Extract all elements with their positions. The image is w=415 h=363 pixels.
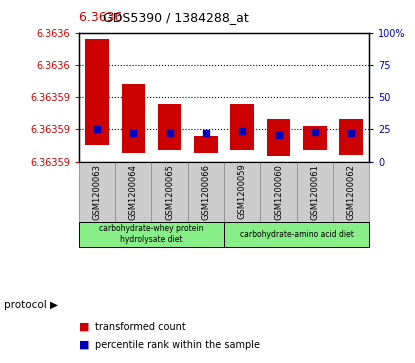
Bar (79, 162, 115, 221)
Bar (85, 39, 109, 145)
Bar (224, 162, 261, 221)
Text: transformed count: transformed count (95, 322, 186, 332)
Bar (303, 126, 327, 150)
Text: protocol ▶: protocol ▶ (4, 300, 58, 310)
Bar (188, 162, 224, 221)
Bar (151, 162, 188, 221)
Bar (261, 162, 297, 221)
Bar (115, 162, 151, 221)
Bar (339, 119, 363, 155)
Text: 6.3636: 6.3636 (79, 11, 126, 24)
Bar (333, 162, 369, 221)
Text: GSM1200066: GSM1200066 (201, 164, 210, 220)
Bar (122, 84, 145, 152)
Text: GSM1200059: GSM1200059 (238, 164, 247, 220)
Text: GSM1200061: GSM1200061 (310, 164, 320, 220)
Text: GSM1200065: GSM1200065 (165, 164, 174, 220)
Text: GSM1200062: GSM1200062 (347, 164, 356, 220)
Text: GDS5390 / 1384288_at: GDS5390 / 1384288_at (103, 11, 249, 24)
Text: ■: ■ (79, 322, 93, 332)
Text: GSM1200064: GSM1200064 (129, 164, 138, 220)
Text: ■: ■ (79, 340, 93, 350)
Bar (297, 162, 333, 221)
Bar (158, 103, 181, 150)
Text: percentile rank within the sample: percentile rank within the sample (95, 340, 261, 350)
Text: carbohydrate-whey protein
hydrolysate diet: carbohydrate-whey protein hydrolysate di… (99, 224, 204, 244)
Text: GSM1200060: GSM1200060 (274, 164, 283, 220)
Bar (194, 136, 218, 152)
Text: carbohydrate-amino acid diet: carbohydrate-amino acid diet (240, 230, 354, 239)
Bar (230, 103, 254, 150)
Bar (79, 221, 224, 247)
Bar (224, 221, 369, 247)
Bar (267, 119, 290, 156)
Text: GSM1200063: GSM1200063 (93, 164, 102, 220)
